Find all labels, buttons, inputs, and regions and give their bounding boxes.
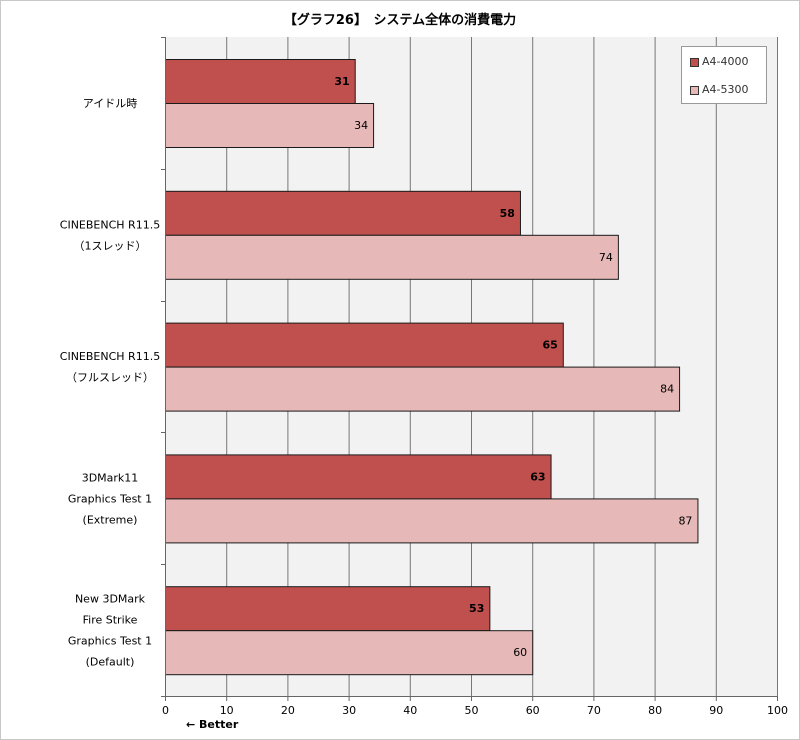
data-label-a4-5300-1: 74 [599,251,613,264]
x-tick-label-30: 30 [342,704,356,717]
category-label-2-line-0: CINEBENCH R11.5 [60,350,160,363]
bar-a4-4000-4 [165,586,491,632]
category-label-0-line-0: アイドル時 [83,97,137,110]
legend: A4-4000 A4-5300 [681,46,767,104]
x-tick-label-90: 90 [709,704,723,717]
category-label-3-line-2: (Extreme) [83,513,138,526]
category-label-4-line-3: (Default) [86,656,135,669]
data-label-a4-4000-2: 65 [542,339,557,352]
category-label-1-line-1: （1スレッド） [74,239,147,252]
bar-a4-5300-3 [165,498,699,544]
x-tick-label-10: 10 [220,704,234,717]
better-annotation: ← Better [186,718,239,731]
legend-swatch-a4-4000 [690,57,699,67]
bar-a4-4000-1 [165,190,521,236]
data-label-a4-5300-4: 60 [513,646,527,659]
legend-label-a4-5300: A4-5300 [702,83,749,96]
bar-a4-4000-3 [165,454,552,500]
data-label-a4-5300-2: 84 [660,383,674,396]
data-label-a4-5300-3: 87 [678,514,692,527]
category-label-3-line-1: Graphics Test 1 [68,492,152,505]
legend-label-a4-4000: A4-4000 [702,55,749,68]
x-tick-label-50: 50 [465,704,479,717]
bar-a4-4000-0 [165,59,356,104]
x-tick-label-100: 100 [767,704,788,717]
data-label-a4-4000-3: 63 [530,470,545,483]
legend-item-a4-5300: A4-5300 [690,83,749,97]
category-label-4-line-2: Graphics Test 1 [68,635,152,648]
bar-a4-5300-2 [165,366,681,412]
x-tick-label-40: 40 [403,704,417,717]
x-tick-label-60: 60 [526,704,540,717]
bar-a4-5300-0 [165,103,375,148]
category-label-4-line-1: Fire Strike [83,614,138,627]
category-label-1-line-0: CINEBENCH R11.5 [60,218,160,231]
data-label-a4-4000-0: 31 [334,75,349,88]
category-label-3-line-0: 3DMark11 [82,471,139,484]
bar-a4-5300-4 [165,630,534,676]
bar-a4-4000-2 [165,322,564,368]
category-label-4-line-0: New 3DMark [75,593,146,606]
data-label-a4-5300-0: 34 [354,119,368,132]
chart-title: 【グラフ26】 システム全体の消費電力 [283,13,517,28]
bar-a4-5300-1 [165,234,619,280]
legend-item-a4-4000: A4-4000 [690,55,749,69]
legend-swatch-a4-5300 [690,85,699,95]
x-tick-label-0: 0 [162,704,169,717]
x-tick-label-20: 20 [281,704,295,717]
data-label-a4-4000-4: 53 [469,602,484,615]
x-tick-label-80: 80 [648,704,662,717]
x-tick-label-70: 70 [587,704,601,717]
category-label-2-line-1: （フルスレッド） [66,371,154,384]
data-label-a4-4000-1: 58 [500,207,515,220]
